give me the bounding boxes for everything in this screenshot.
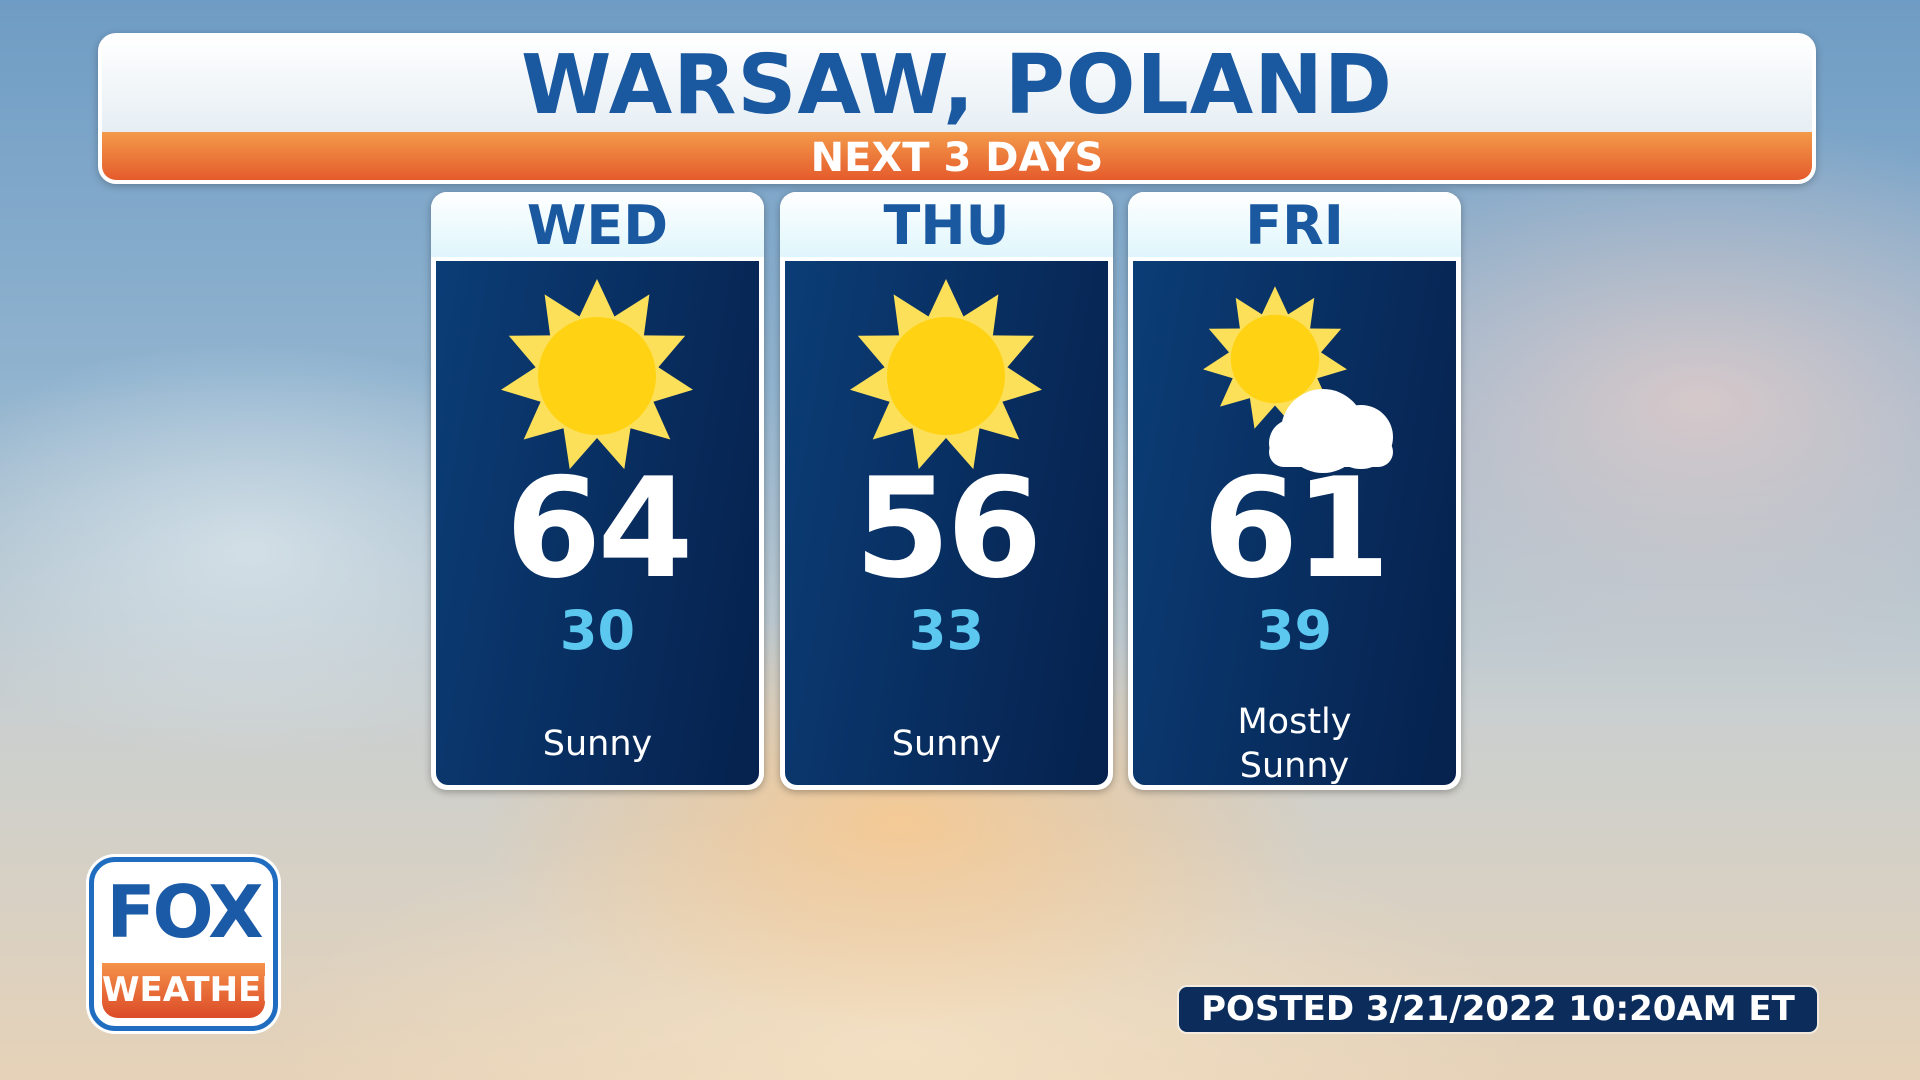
- logo-fox-text: FOX: [106, 870, 263, 954]
- high-temp: 64: [505, 448, 693, 609]
- condition: Mostly Sunny: [1237, 702, 1352, 786]
- high-temp: 61: [1202, 448, 1390, 609]
- forecast-card-fri: FRI 61 39 Mostly Sunny: [1128, 192, 1461, 790]
- title-banner: WARSAW, POLAND NEXT 3 DAYS: [98, 33, 1816, 184]
- day-label: FRI: [1128, 192, 1461, 257]
- logo-weather-text: WEATHER: [102, 963, 273, 1018]
- forecast-subtitle: NEXT 3 DAYS: [102, 132, 1812, 180]
- low-temp: 33: [908, 599, 985, 662]
- day-label: THU: [780, 192, 1113, 257]
- condition: Sunny: [542, 724, 653, 764]
- sun-icon: [850, 279, 1042, 470]
- forecast-card-thu: THU 56 33 Sunny: [780, 192, 1113, 790]
- day-label: WED: [431, 192, 764, 257]
- cloud-icon: [1269, 389, 1393, 473]
- location-title: WARSAW, POLAND: [102, 37, 1812, 133]
- partly-cloudy-icon: [1203, 286, 1393, 473]
- sun-icon: [501, 279, 693, 470]
- low-temp: 30: [559, 599, 636, 662]
- low-temp: 39: [1256, 599, 1333, 662]
- forecast-card-wed: WED 64 30 Sunny: [431, 192, 764, 790]
- posted-timestamp: POSTED 3/21/2022 10:20AM ET: [1179, 987, 1817, 1032]
- fox-weather-logo: FOX WEATHER: [89, 857, 278, 1031]
- high-temp: 56: [854, 448, 1042, 609]
- condition: Sunny: [891, 724, 1002, 764]
